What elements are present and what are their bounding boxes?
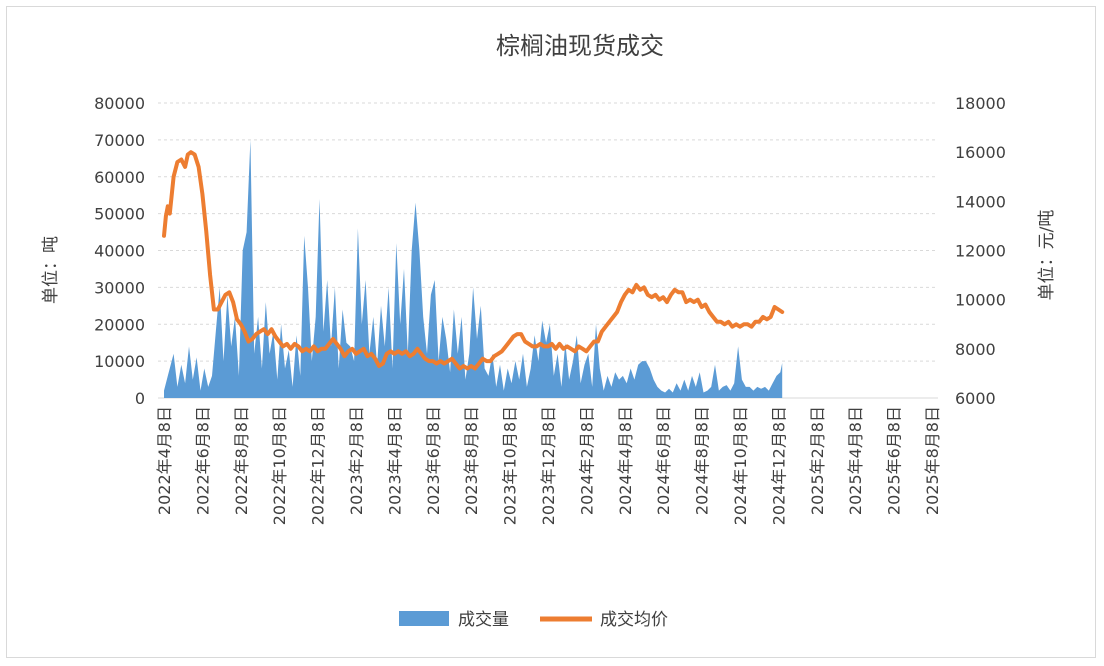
x-tick-label: 2023年6月8日 [424,406,443,515]
left-tick-label: 40000 [94,242,145,261]
x-tick-label: 2023年2月8日 [347,406,366,515]
series-volume-area [164,139,783,398]
series-price-line [162,150,785,371]
x-tick-label: 2025年6月8日 [885,406,904,515]
x-tick-label: 2024年12月8日 [769,406,788,525]
right-tick-label: 12000 [955,242,1006,261]
right-tick-label: 18000 [955,94,1006,113]
x-tick-label: 2023年4月8日 [385,406,404,515]
x-tick-label: 2022年12月8日 [309,406,328,525]
x-tick-label: 2022年4月8日 [155,406,174,515]
x-tick-label: 2024年4月8日 [616,406,635,515]
left-tick-label: 60000 [94,168,145,187]
x-tick-label: 2022年8月8日 [232,406,251,515]
right-tick-label: 16000 [955,143,1006,162]
x-tick-label: 2025年2月8日 [808,406,827,515]
x-tick-label: 2023年8月8日 [462,406,481,515]
right-axis-label: 单位：元/吨 [1037,210,1057,301]
x-tick-label: 2025年4月8日 [846,406,865,515]
left-tick-label: 20000 [94,315,145,334]
legend-swatch-volume [399,611,449,626]
left-tick-label: 10000 [94,352,145,371]
right-tick-label: 14000 [955,192,1006,211]
x-tick-label: 2024年2月8日 [577,406,596,515]
left-tick-label: 0 [135,389,145,408]
chart-frame [6,6,1096,658]
x-tick-label: 2025年8月8日 [923,406,942,515]
price-line-layer [162,150,785,371]
legend: 成交量 成交均价 [399,610,668,630]
x-axis-ticks: 2022年4月8日 2022年6月8日 2022年8月8日 2022年10月8日 202… [155,406,942,525]
left-tick-label: 30000 [94,278,145,297]
x-tick-label: 2024年8月8日 [693,406,712,515]
x-tick-label: 2023年10月8日 [501,406,520,525]
x-tick-label: 2023年12月8日 [539,406,558,525]
legend-label-price: 成交均价 [600,610,668,630]
right-tick-label: 8000 [955,340,996,359]
right-tick-label: 6000 [955,389,996,408]
left-axis-label: 单位：吨 [41,236,61,304]
x-tick-label: 2022年10月8日 [270,406,289,525]
chart-title: 棕榈油现货成交 [496,32,664,60]
legend-label-volume: 成交量 [458,610,509,630]
left-tick-label: 50000 [94,205,145,224]
x-tick-label: 2022年6月8日 [193,406,212,515]
right-axis-ticks: 6000 8000 10000 12000 14000 16000 18000 [955,94,1006,408]
x-tick-label: 2024年10月8日 [731,406,750,525]
left-tick-label: 70000 [94,131,145,150]
x-tick-label: 2024年6月8日 [654,406,673,515]
left-tick-label: 80000 [94,94,145,113]
volume-area-layer [164,139,783,398]
left-axis-ticks: 0 10000 20000 30000 40000 50000 60000 70000 8000… [94,94,145,408]
right-tick-label: 10000 [955,291,1006,310]
